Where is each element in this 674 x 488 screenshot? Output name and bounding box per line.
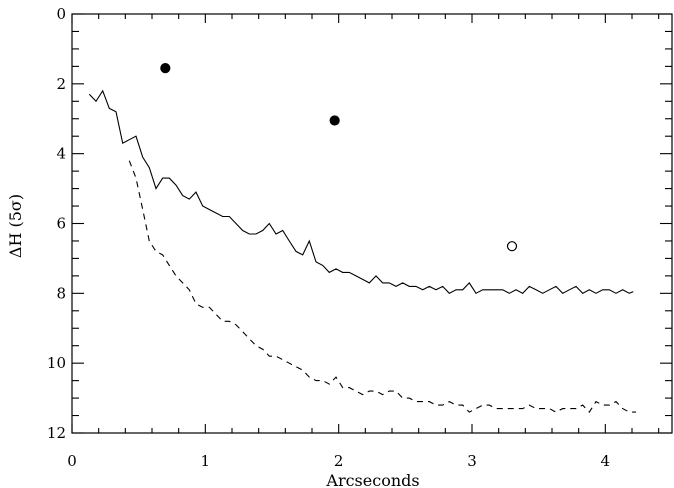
y-tick-label: 4 — [56, 145, 66, 163]
data-series — [88, 63, 636, 413]
y-tick-label: 0 — [56, 5, 66, 23]
y-tick-label: 2 — [56, 75, 66, 93]
x-axis-title: Arcseconds — [325, 471, 419, 488]
x-tick-label: 3 — [467, 452, 477, 470]
plot-border — [71, 13, 673, 434]
axis-ticks — [71, 13, 672, 434]
x-tick-label: 0 — [67, 452, 77, 470]
filled-data-point — [160, 63, 171, 74]
y-tick-label: 10 — [47, 354, 66, 372]
x-tick-label: 4 — [601, 452, 611, 470]
dashed-curve — [128, 160, 636, 413]
x-tick-label: 1 — [201, 452, 211, 470]
x-tick-label: 2 — [334, 452, 344, 470]
y-tick-label: 6 — [56, 215, 66, 233]
plot-frame — [71, 13, 673, 434]
y-tick-label: 12 — [47, 424, 66, 442]
filled-data-point — [329, 115, 340, 126]
y-tick-label: 8 — [56, 284, 66, 302]
open-data-point — [506, 241, 518, 252]
y-axis-title: ΔH (5σ) — [6, 194, 25, 258]
solid-curve — [88, 89, 634, 295]
